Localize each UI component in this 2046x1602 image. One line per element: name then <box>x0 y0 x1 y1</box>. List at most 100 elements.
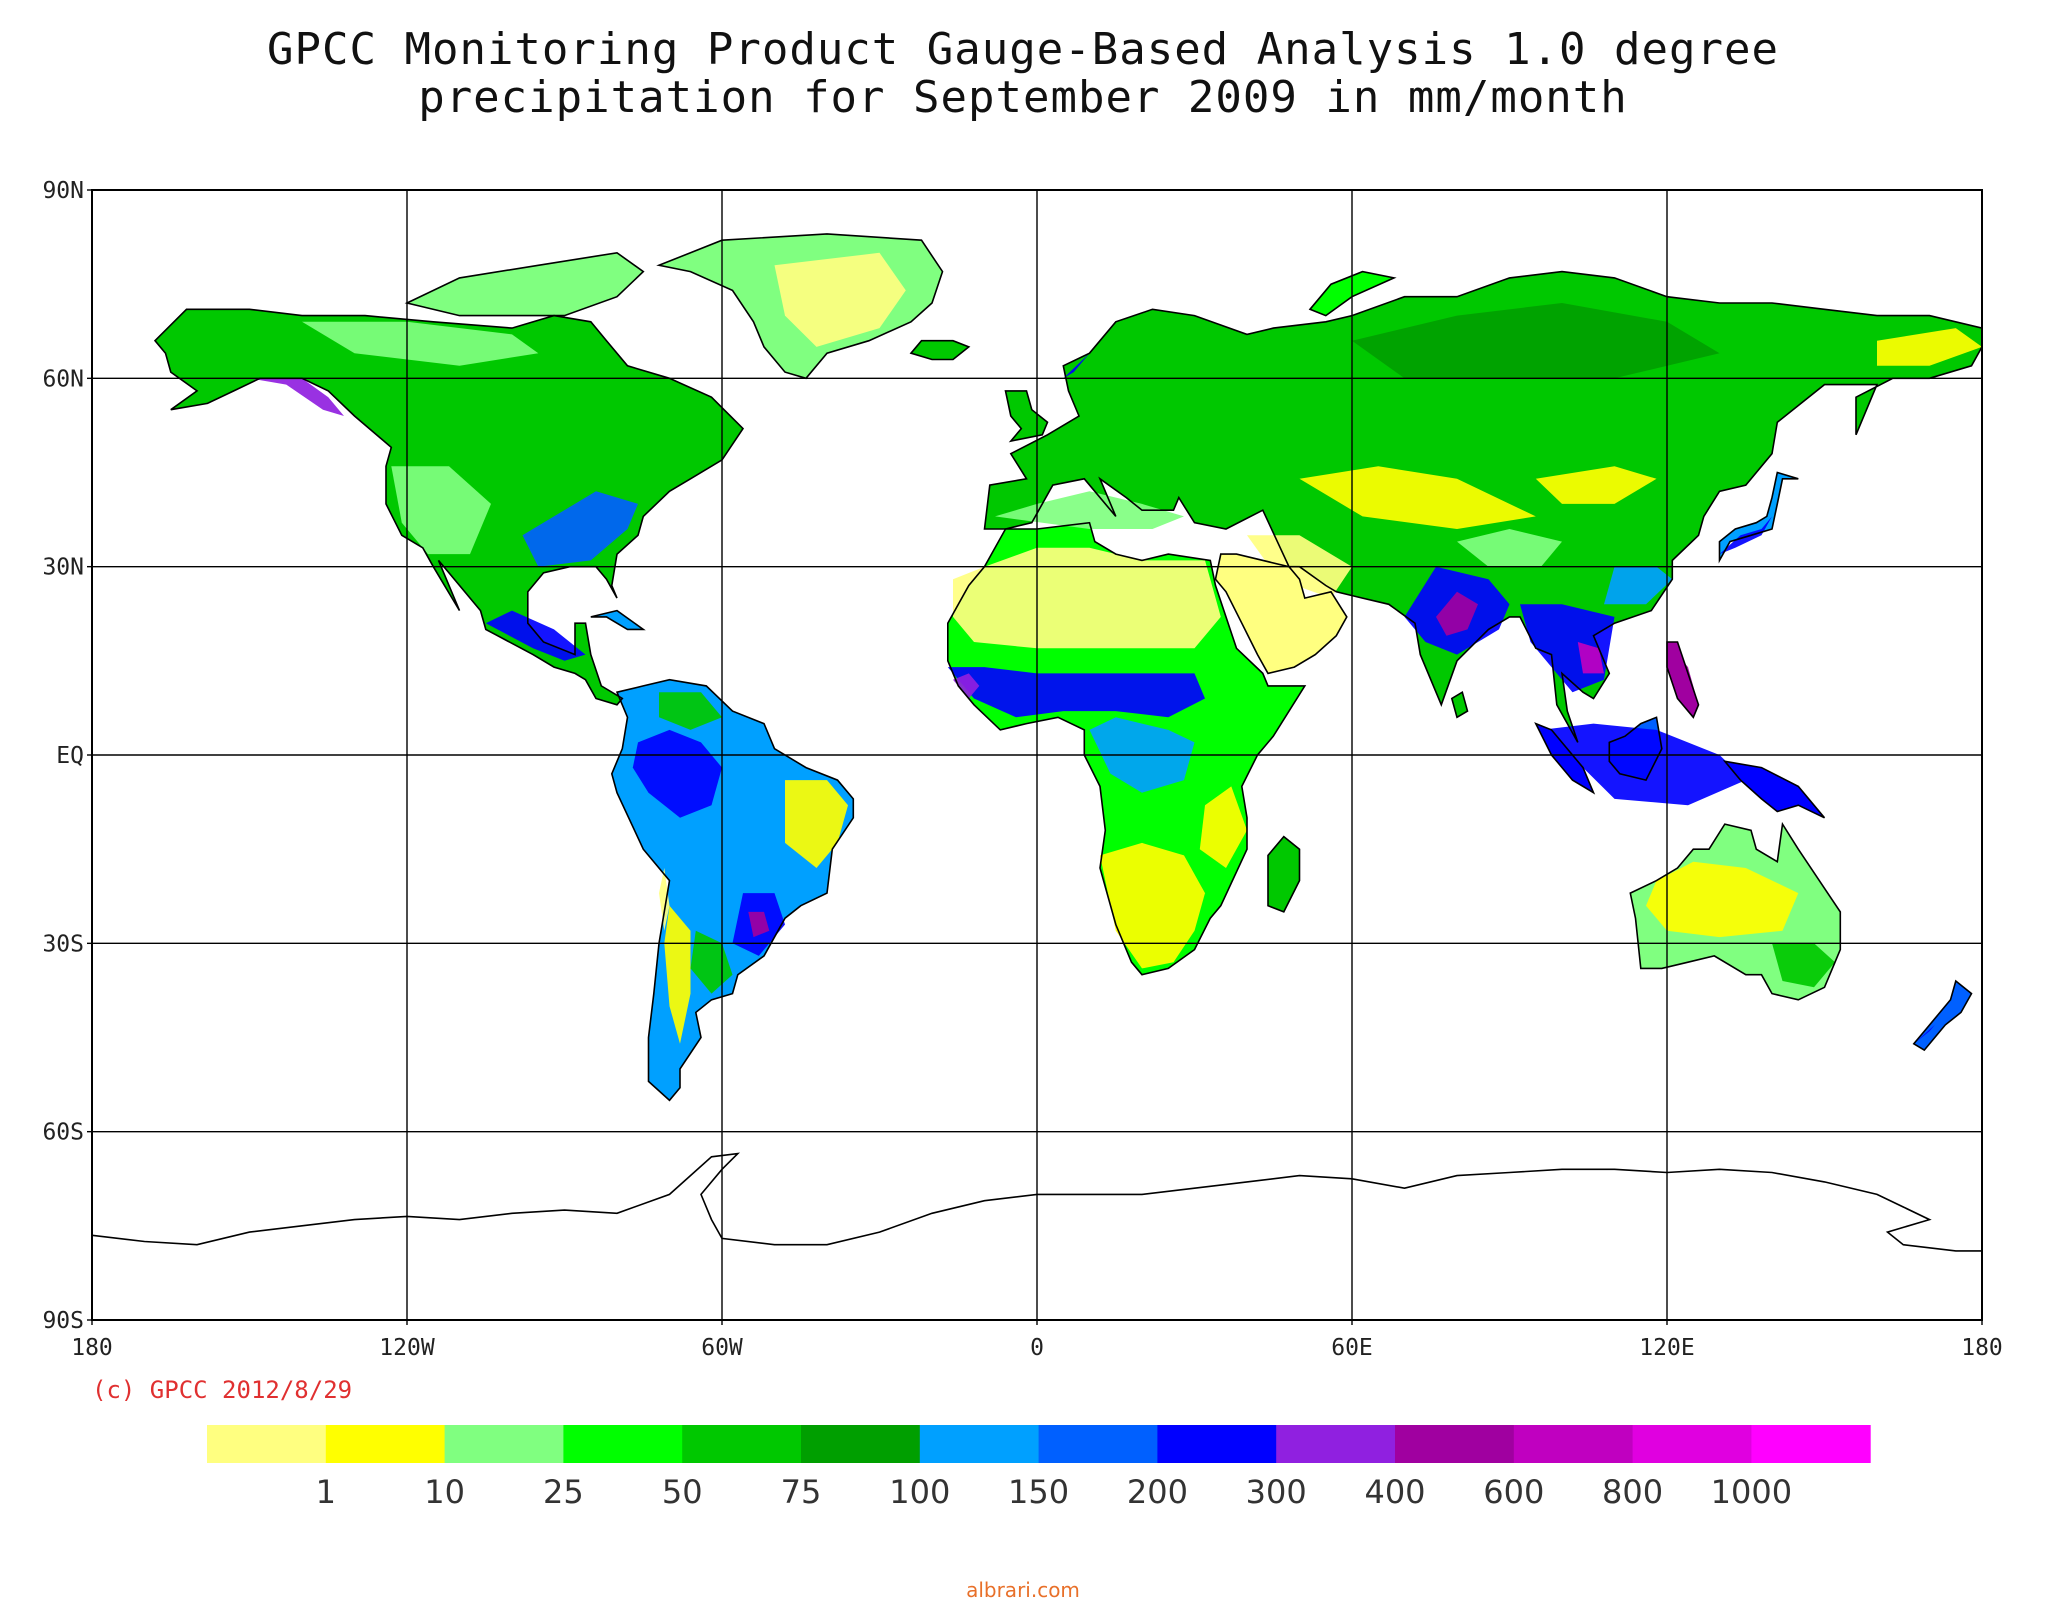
coastline-britain <box>1004 390 1049 443</box>
precip-region-sahara <box>953 547 1221 649</box>
lon-label: 120E <box>1639 1335 1694 1361</box>
coastline-canada-arctic <box>404 251 645 317</box>
coastline-africa <box>946 521 1307 976</box>
legend-label: 1 <box>316 1473 336 1511</box>
precip-region-east-africa-dry <box>1199 786 1247 868</box>
legend-swatch <box>1513 1425 1634 1463</box>
coastline-madagascar <box>1267 835 1301 913</box>
land-new-zealand <box>1913 981 1972 1051</box>
coastline-arabia <box>1214 553 1348 675</box>
land-cuba <box>590 610 644 630</box>
coastline-new-zealand <box>1912 979 1973 1052</box>
legend-label: 800 <box>1602 1473 1663 1511</box>
legend-swatch <box>444 1425 564 1463</box>
precip-region-europe-central <box>1037 428 1195 479</box>
coastline-north-america <box>153 308 745 706</box>
land-canada-arctic <box>407 252 644 316</box>
legend-label: 10 <box>424 1473 465 1511</box>
precip-region-indochina-core <box>1577 642 1604 674</box>
precip-region-greenland-interior <box>774 252 906 347</box>
legend-swatch <box>919 1425 1040 1463</box>
lon-label: 60E <box>1331 1335 1373 1361</box>
coastline-new-guinea <box>1722 760 1826 819</box>
chart-title-line1: GPCC Monitoring Product Gauge-Based Anal… <box>267 24 1779 75</box>
legend-swatch <box>801 1425 921 1463</box>
coastline-novaya-zemlya <box>1308 270 1397 317</box>
coastline-australia <box>1629 821 1842 1001</box>
longitude-labels: 180 120W 60W 0 60E 120E 180 <box>71 1320 2003 1361</box>
lon-label: 60W <box>701 1335 743 1361</box>
precip-region-siberia-green <box>1352 303 1720 379</box>
coastline-japan <box>1718 471 1799 564</box>
coastline-layer <box>92 233 1982 1252</box>
precip-region-brazil-east-dry <box>785 780 848 868</box>
color-legend: 1 10 25 50 75 100 150 200 300 400 600 800 1000 <box>207 1425 1871 1511</box>
precip-region-china-east <box>1604 566 1673 605</box>
legend-swatch <box>1632 1425 1752 1463</box>
copyright-credit: (c) GPCC 2012/8/29 <box>92 1376 353 1404</box>
watermark: albrari.com <box>966 1578 1080 1602</box>
precip-region-alaska-coast <box>249 378 344 416</box>
legend-swatch <box>1157 1425 1277 1463</box>
legend-swatch <box>682 1425 802 1463</box>
lon-label: 0 <box>1030 1335 1044 1361</box>
lon-label: 120W <box>379 1335 435 1361</box>
lat-label: 90S <box>42 1308 84 1334</box>
legend-label: 100 <box>889 1473 950 1511</box>
precip-region-western-usa <box>391 466 491 555</box>
legend-label: 50 <box>662 1473 703 1511</box>
legend-label: 1000 <box>1711 1473 1792 1511</box>
coastline-sri-lanka <box>1450 690 1469 719</box>
lon-label: 180 <box>1961 1335 2003 1361</box>
lat-label: 30S <box>42 931 84 957</box>
precip-region-mediterranean <box>995 491 1184 529</box>
precip-region-tibet <box>1457 529 1562 567</box>
coastline-eurasia <box>983 270 1982 743</box>
legend-swatch <box>563 1425 683 1463</box>
legend-swatch <box>325 1425 446 1463</box>
lat-label: 60N <box>42 366 84 392</box>
precip-region-patagonia-dry <box>664 905 691 1044</box>
precip-region-south-brazil-core <box>748 911 770 938</box>
land-arabia <box>1215 554 1347 674</box>
legend-label: 400 <box>1364 1473 1425 1511</box>
lat-label: 90N <box>42 178 84 204</box>
precip-region-india-core <box>1436 591 1478 636</box>
precip-region-australia-interior <box>1646 861 1799 938</box>
precip-region-west-africa-violet <box>953 673 980 699</box>
coastline-philippines <box>1666 641 1700 719</box>
legend-label: 300 <box>1246 1473 1307 1511</box>
legend-label: 150 <box>1008 1473 1069 1511</box>
precip-region-venezuela <box>659 692 722 730</box>
coastline-iceland <box>909 339 971 361</box>
land-iceland <box>911 340 969 360</box>
legend-label: 600 <box>1483 1473 1544 1511</box>
coastline-cuba <box>590 609 646 631</box>
latitude-labels: 90N 60N 30N EQ 30S 60S 90S <box>42 178 92 1334</box>
coastline-borneo <box>1608 716 1663 782</box>
coastline-south-america <box>610 678 855 1102</box>
land-new-guinea <box>1724 761 1825 818</box>
land-sumatra <box>1535 723 1594 793</box>
legend-label: 25 <box>543 1473 584 1511</box>
legend-swatch <box>207 1425 327 1463</box>
lon-label: 180 <box>71 1335 113 1361</box>
lat-label: 60S <box>42 1120 84 1146</box>
legend-swatch <box>1276 1425 1396 1463</box>
precip-region-chile-coast-dry <box>659 868 670 931</box>
precip-region-sahel-wet <box>947 667 1205 718</box>
precip-region-namib-kalahari <box>1100 842 1205 969</box>
legend-swatch <box>1751 1425 1871 1463</box>
legend-label: 200 <box>1127 1473 1188 1511</box>
precip-region-central-asia-dry <box>1299 466 1536 529</box>
legend-swatch <box>1038 1425 1158 1463</box>
coastline-antarctica <box>92 1152 1982 1252</box>
lat-label: 30N <box>42 555 84 581</box>
precip-region-indonesia <box>1541 723 1746 806</box>
precip-region-amazon-west <box>632 729 722 818</box>
legend-label: 75 <box>781 1473 822 1511</box>
legend-swatch <box>1395 1425 1515 1463</box>
precip-region-japan-rain <box>1719 516 1772 555</box>
land-madagascar <box>1268 836 1300 912</box>
